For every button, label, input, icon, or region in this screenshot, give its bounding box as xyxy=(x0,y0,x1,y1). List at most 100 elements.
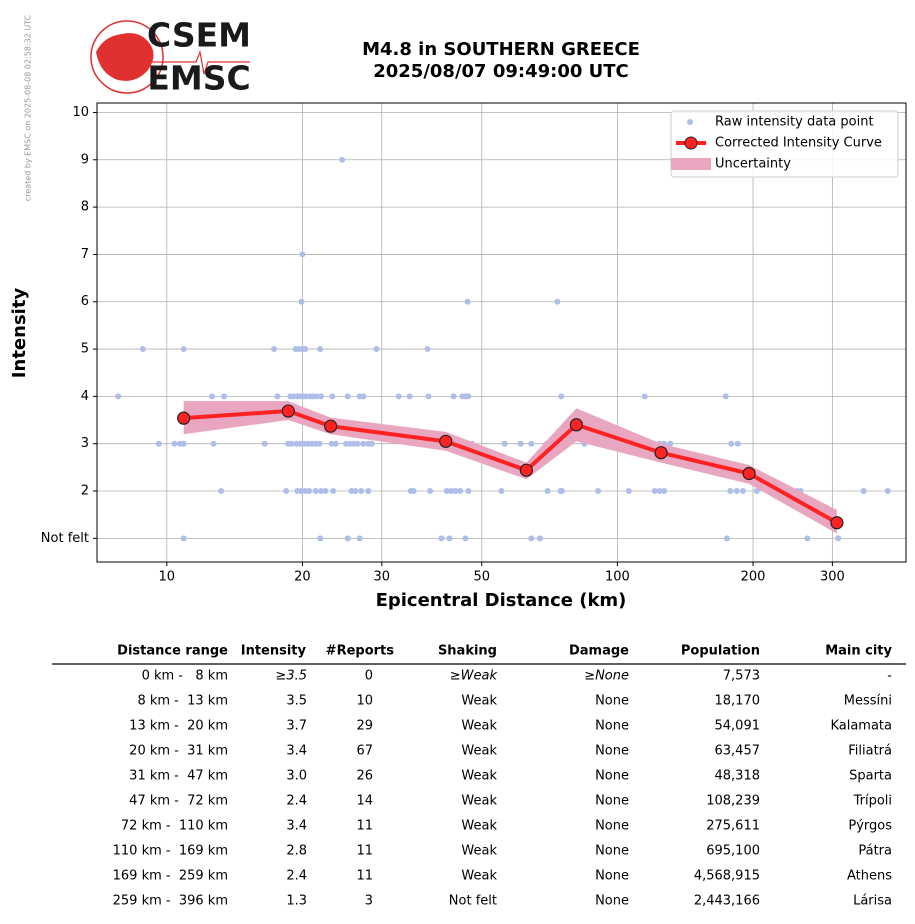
data-point xyxy=(344,393,351,400)
y-tick-label: 7 xyxy=(81,247,89,262)
data-point xyxy=(283,488,290,495)
legend-symbol xyxy=(687,119,693,125)
table-header: Shaking xyxy=(438,644,497,659)
table-cell: 48,318 xyxy=(715,769,761,784)
x-tick-label: 10 xyxy=(159,570,176,585)
data-point xyxy=(528,440,535,447)
data-point xyxy=(274,393,281,400)
y-tick-label: 9 xyxy=(81,152,89,167)
table-header: Population xyxy=(681,644,760,659)
chart-title: M4.8 in SOUTHERN GREECE xyxy=(362,39,640,60)
table-cell: Not felt xyxy=(449,894,497,909)
table-header: Damage xyxy=(569,644,629,659)
uncertainty-band xyxy=(183,401,837,534)
data-point xyxy=(656,488,663,495)
data-point xyxy=(155,440,162,447)
data-point xyxy=(180,346,187,353)
data-point xyxy=(318,393,325,400)
table-cell: 2.8 xyxy=(286,844,307,859)
data-point xyxy=(358,488,365,495)
data-point xyxy=(528,535,535,542)
data-point xyxy=(317,535,324,542)
data-point xyxy=(330,488,337,495)
table-cell: None xyxy=(595,819,629,834)
table-cell: 0 xyxy=(365,669,373,684)
data-point xyxy=(313,393,320,400)
y-tick-label: 2 xyxy=(81,484,89,499)
legend-label: Raw intensity data point xyxy=(715,115,874,130)
data-point xyxy=(406,393,413,400)
curve-marker xyxy=(742,466,756,481)
data-point xyxy=(835,535,842,542)
table-cell: 14 xyxy=(356,794,373,809)
y-axis-title: Intensity xyxy=(9,288,30,379)
data-point xyxy=(288,440,295,447)
data-point xyxy=(558,393,565,400)
data-point xyxy=(457,488,464,495)
table-cell: 26 xyxy=(356,769,373,784)
table-cell: 2.4 xyxy=(286,869,307,884)
table-cell: Kalamata xyxy=(830,719,892,734)
x-tick-label: 100 xyxy=(605,570,630,585)
data-point xyxy=(884,488,891,495)
legend-label: Corrected Intensity Curve xyxy=(715,136,882,151)
data-point xyxy=(317,346,324,353)
data-point xyxy=(464,298,471,305)
x-tick-label: 200 xyxy=(741,570,766,585)
data-point xyxy=(329,393,336,400)
table-cell: None xyxy=(595,794,629,809)
curve-marker xyxy=(281,404,295,418)
data-point xyxy=(498,488,505,495)
data-point xyxy=(544,488,551,495)
legend-symbol xyxy=(671,158,711,170)
data-point xyxy=(536,535,543,542)
table-cell: 72 km - 110 km xyxy=(121,819,228,834)
data-point xyxy=(210,440,217,447)
data-point xyxy=(373,346,380,353)
data-point xyxy=(733,488,740,495)
table-cell: 3 xyxy=(365,894,373,909)
data-point xyxy=(446,535,453,542)
table-cell: Lárisa xyxy=(853,894,892,909)
legend-symbol xyxy=(684,136,698,150)
x-tick-label: 30 xyxy=(374,570,391,585)
data-point xyxy=(299,251,306,258)
x-tick-label: 300 xyxy=(820,570,845,585)
table-cell: 11 xyxy=(356,869,373,884)
table-cell: 3.5 xyxy=(286,694,307,709)
table-cell: 13 km - 20 km xyxy=(129,719,228,734)
table-cell: None xyxy=(595,719,629,734)
data-point xyxy=(298,298,305,305)
table-cell: None xyxy=(595,744,629,759)
table-cell: 31 km - 47 km xyxy=(129,769,228,784)
table-cell: 2,443,166 xyxy=(694,894,760,909)
y-tick-label: Not felt xyxy=(41,531,89,546)
legend-box xyxy=(670,110,899,178)
y-tick-label: 6 xyxy=(81,294,89,309)
data-point xyxy=(804,535,811,542)
y-tick-label: 4 xyxy=(81,389,89,404)
data-point xyxy=(209,393,216,400)
data-point xyxy=(139,346,146,353)
table-cell: 11 xyxy=(356,844,373,859)
data-point xyxy=(465,488,472,495)
data-point xyxy=(722,393,729,400)
table-cell: 29 xyxy=(356,719,373,734)
data-point xyxy=(740,488,747,495)
table-cell: Trípoli xyxy=(853,794,892,809)
table-cell: 8 km - 13 km xyxy=(137,694,228,709)
logo: CSEM EMSC xyxy=(90,16,251,98)
data-point xyxy=(356,535,363,542)
table-cell: 67 xyxy=(356,744,373,759)
table-cell: 3.4 xyxy=(286,819,307,834)
data-point xyxy=(328,440,335,447)
credit: created by EMSC on 2025-08-08 02:58:32 U… xyxy=(24,14,33,201)
curve-marker xyxy=(654,446,668,460)
table: Distance range Intensity #Reports Shaking Da… xyxy=(52,644,906,909)
data-point xyxy=(727,488,734,495)
logo-text: CSEM xyxy=(147,16,251,55)
curve-marker xyxy=(439,434,453,448)
data-point xyxy=(424,346,431,353)
data-point xyxy=(180,535,187,542)
